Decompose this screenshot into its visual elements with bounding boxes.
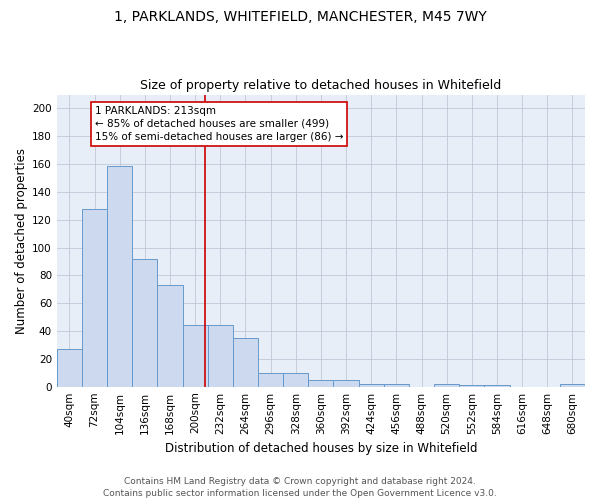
Bar (434, 384, 459, 386)
Y-axis label: Number of detached properties: Number of detached properties (15, 148, 28, 334)
Bar (308, 380, 334, 386)
Bar (258, 373, 283, 386)
Title: Size of property relative to detached houses in Whitefield: Size of property relative to detached ho… (140, 79, 502, 92)
Bar (57, 349, 82, 387)
Bar (157, 285, 182, 386)
Bar (384, 384, 409, 386)
Text: 1, PARKLANDS, WHITEFIELD, MANCHESTER, M45 7WY: 1, PARKLANDS, WHITEFIELD, MANCHESTER, M4… (113, 10, 487, 24)
Bar (208, 326, 233, 386)
Bar (107, 166, 132, 386)
X-axis label: Distribution of detached houses by size in Whitefield: Distribution of detached houses by size … (164, 442, 477, 455)
Bar (334, 380, 359, 386)
Text: 1 PARKLANDS: 213sqm
← 85% of detached houses are smaller (499)
15% of semi-detac: 1 PARKLANDS: 213sqm ← 85% of detached ho… (95, 106, 343, 142)
Bar (359, 384, 384, 386)
Bar (283, 373, 308, 386)
Bar (233, 338, 258, 386)
Bar (132, 258, 157, 386)
Bar (560, 384, 585, 386)
Bar (82, 208, 107, 386)
Bar (182, 326, 208, 386)
Text: Contains HM Land Registry data © Crown copyright and database right 2024.
Contai: Contains HM Land Registry data © Crown c… (103, 476, 497, 498)
